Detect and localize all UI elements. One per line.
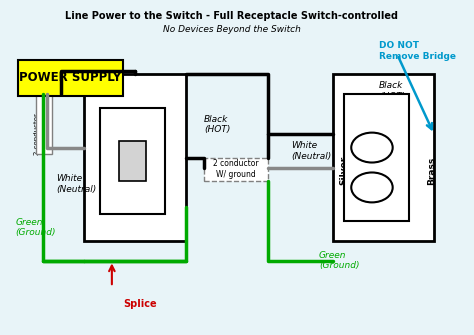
Text: Green
(Ground): Green (Ground) — [15, 218, 56, 237]
Bar — [204, 157, 268, 181]
Bar — [84, 74, 185, 241]
Bar — [119, 141, 146, 181]
Text: Line Power to the Switch - Full Receptacle Switch-controlled: Line Power to the Switch - Full Receptac… — [65, 11, 398, 21]
Text: 2 conductor
W/ ground: 2 conductor W/ ground — [34, 113, 47, 155]
Bar — [333, 74, 434, 241]
Text: Black
(HOT): Black (HOT) — [98, 75, 125, 94]
Circle shape — [351, 133, 392, 162]
Text: Black
(HOT): Black (HOT) — [204, 115, 230, 134]
Text: Green
(Ground): Green (Ground) — [319, 251, 359, 270]
Text: POWER SUPPLY: POWER SUPPLY — [19, 71, 121, 84]
Bar — [36, 81, 52, 154]
Text: White
(Neutral): White (Neutral) — [292, 141, 332, 160]
Text: Brass: Brass — [428, 157, 436, 185]
Text: 2 conductor
W/ ground: 2 conductor W/ ground — [213, 159, 259, 179]
Circle shape — [351, 173, 392, 202]
Text: White
(Neutral): White (Neutral) — [56, 175, 97, 194]
Bar — [100, 108, 165, 214]
Text: Black
(HOT): Black (HOT) — [379, 81, 405, 101]
Text: Splice: Splice — [123, 299, 157, 309]
Text: Silver: Silver — [340, 156, 349, 186]
Text: DO NOT
Remove Bridge: DO NOT Remove Bridge — [379, 41, 456, 61]
Bar — [344, 94, 409, 221]
Text: No Devices Beyond the Switch: No Devices Beyond the Switch — [163, 25, 301, 34]
FancyBboxPatch shape — [18, 60, 123, 96]
